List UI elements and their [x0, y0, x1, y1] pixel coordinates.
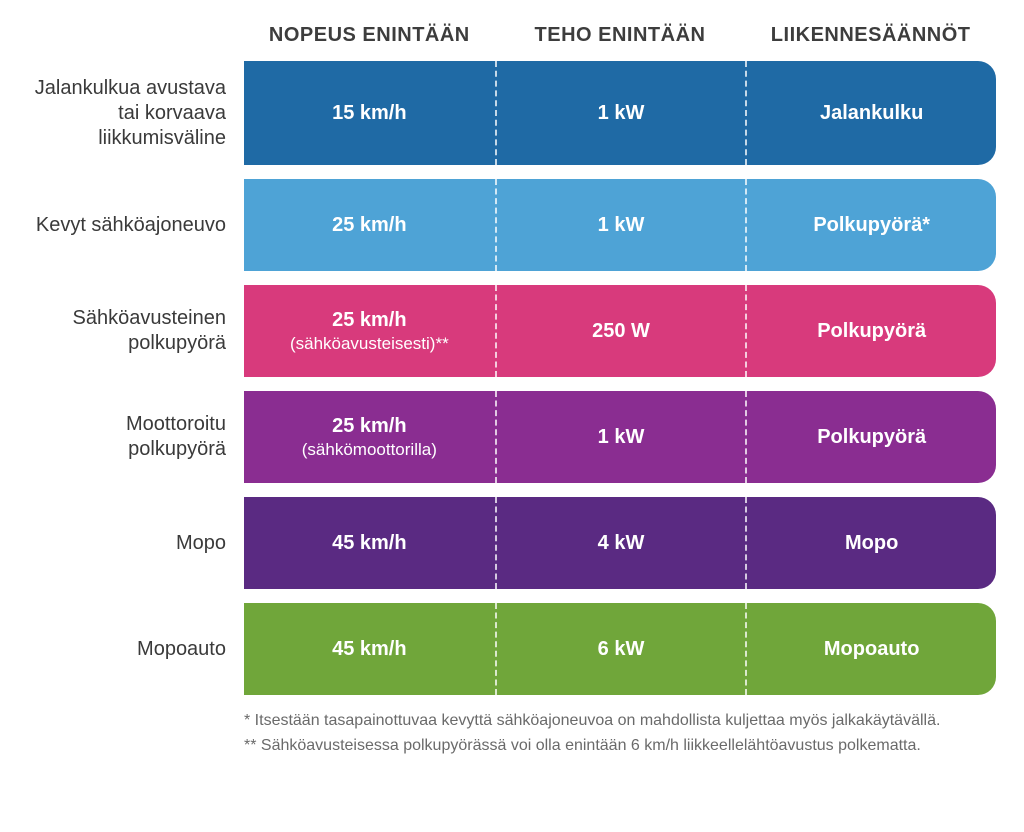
cell-speed: 25 km/h(sähköavusteisesti)**	[244, 285, 495, 377]
cell-power: 1 kW	[495, 61, 746, 165]
row-label: Moottoroitu polkupyörä	[28, 391, 244, 483]
vehicle-classification-table: NOPEUS ENINTÄÄN TEHO ENINTÄÄN LIIKENNESÄ…	[28, 24, 996, 757]
data-row: Kevyt sähköajoneuvo 25 km/h 1 kW Polkupyörä…	[28, 179, 996, 271]
cell-value: 1 kW	[598, 425, 645, 449]
cell-value: Mopoauto	[824, 637, 920, 661]
data-row: Mopoauto 45 km/h 6 kW Mopoauto	[28, 603, 996, 695]
cell-value: 45 km/h	[332, 637, 406, 661]
cell-value: Polkupyörä*	[813, 213, 930, 237]
data-row: Mopo 45 km/h 4 kW Mopo	[28, 497, 996, 589]
cell-rules: Polkupyörä*	[745, 179, 996, 271]
cell-value: Jalankulku	[820, 101, 923, 125]
cell-rules: Polkupyörä	[745, 285, 996, 377]
footnotes: * Itsestään tasapainottuvaa kevyttä sähk…	[244, 709, 996, 757]
cell-value: 45 km/h	[332, 531, 406, 555]
cell-speed: 15 km/h	[244, 61, 495, 165]
cell-value: 4 kW	[598, 531, 645, 555]
cell-power: 6 kW	[495, 603, 746, 695]
cell-subvalue: (sähköavusteisesti)**	[290, 334, 449, 354]
cell-rules: Jalankulku	[745, 61, 996, 165]
cell-rules: Polkupyörä	[745, 391, 996, 483]
cell-power: 1 kW	[495, 179, 746, 271]
cell-value: 25 km/h	[332, 308, 406, 332]
footnote-1: * Itsestään tasapainottuvaa kevyttä sähk…	[244, 709, 996, 732]
cell-value: Mopo	[845, 531, 898, 555]
cell-value: Polkupyörä	[817, 425, 926, 449]
cell-value: 25 km/h	[332, 414, 406, 438]
cell-power: 4 kW	[495, 497, 746, 589]
col-header-speed: NOPEUS ENINTÄÄN	[244, 24, 495, 47]
row-label: Mopoauto	[28, 603, 244, 695]
row-label: Sähköavusteinen polkupyörä	[28, 285, 244, 377]
data-row: Sähköavusteinen polkupyörä25 km/h(sähköa…	[28, 285, 996, 377]
cell-value: 15 km/h	[332, 101, 406, 125]
cell-speed: 25 km/h	[244, 179, 495, 271]
cell-speed: 45 km/h	[244, 497, 495, 589]
cell-value: 25 km/h	[332, 213, 406, 237]
footnote-2: ** Sähköavusteisessa polkupyörässä voi o…	[244, 734, 996, 757]
cell-speed: 25 km/h(sähkömoottorilla)	[244, 391, 495, 483]
cell-rules: Mopo	[745, 497, 996, 589]
cell-subvalue: (sähkömoottorilla)	[302, 440, 437, 460]
data-row: Jalankulkua avustava tai korvaava liikku…	[28, 61, 996, 165]
col-header-power: TEHO ENINTÄÄN	[495, 24, 746, 47]
cell-value: 6 kW	[598, 637, 645, 661]
cell-rules: Mopoauto	[745, 603, 996, 695]
cell-value: 1 kW	[598, 213, 645, 237]
cell-power: 250 W	[495, 285, 746, 377]
col-header-rules: LIIKENNESÄÄNNÖT	[745, 24, 996, 47]
cell-value: 250 W	[592, 319, 650, 343]
cell-value: Polkupyörä	[817, 319, 926, 343]
row-label: Kevyt sähköajoneuvo	[28, 179, 244, 271]
cell-value: 1 kW	[598, 101, 645, 125]
cell-speed: 45 km/h	[244, 603, 495, 695]
row-label: Mopo	[28, 497, 244, 589]
cell-power: 1 kW	[495, 391, 746, 483]
data-row: Moottoroitu polkupyörä25 km/h(sähkömoott…	[28, 391, 996, 483]
row-label: Jalankulkua avustava tai korvaava liikku…	[28, 61, 244, 165]
header-row: NOPEUS ENINTÄÄN TEHO ENINTÄÄN LIIKENNESÄ…	[28, 24, 996, 47]
